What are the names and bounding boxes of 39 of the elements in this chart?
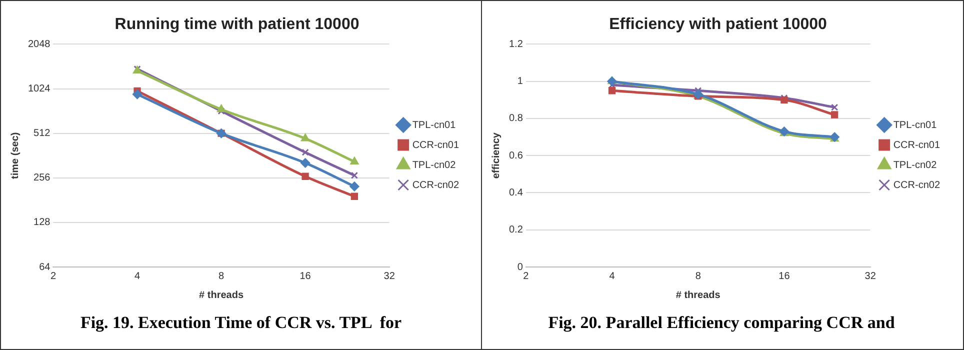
legend-label: CCR-cn01 <box>893 140 940 151</box>
legend-label: CCR-cn02 <box>412 180 460 191</box>
legend-label: TPL-cn02 <box>893 160 938 171</box>
y-tick-label: 64 <box>39 262 51 273</box>
x-tick-label: 2 <box>523 270 530 282</box>
x-tick-label: 16 <box>300 270 312 282</box>
y-tick-label: 1.2 <box>508 38 524 50</box>
y-tick-label: 0.6 <box>508 150 524 162</box>
y-axis-title: efficiency <box>490 132 502 179</box>
y-tick-label: 2048 <box>28 38 51 50</box>
chart-title: Efficiency with patient 10000 <box>609 16 828 34</box>
y-tick-label: 1 <box>517 76 524 88</box>
y-tick-label: 512 <box>34 128 51 140</box>
x-tick-label: 8 <box>218 270 224 282</box>
y-axis-title: time (sec) <box>10 132 21 179</box>
x-axis-title: # threads <box>676 290 721 301</box>
x-tick-label: 4 <box>609 270 616 282</box>
x-tick-label: 8 <box>695 270 702 282</box>
x-tick-label: 32 <box>864 270 876 282</box>
x-tick-label: 32 <box>384 270 396 282</box>
y-tick-label: 0.4 <box>508 187 524 198</box>
x-axis-title: # threads <box>199 290 244 301</box>
y-tick-label: 0.2 <box>508 224 524 236</box>
x-tick-label: 2 <box>50 270 56 282</box>
legend-label: CCR-cn01 <box>412 140 460 151</box>
caption: Fig. 20. Parallel Efficiency comparing CCR and <box>547 313 896 333</box>
y-tick-label: 0.8 <box>508 113 524 124</box>
chart-title: Running time with patient 10000 <box>114 16 360 34</box>
legend-label: TPL-cn02 <box>412 160 456 171</box>
legend-label: TPL-cn01 <box>893 120 938 131</box>
y-tick-label: 256 <box>34 172 51 184</box>
legend-label: TPL-cn01 <box>412 120 456 131</box>
y-tick-label: 0 <box>517 262 524 273</box>
caption: Fig. 19. Execution Time of CCR vs. TPL for <box>79 313 403 333</box>
x-tick-label: 4 <box>134 270 140 282</box>
y-tick-label: 1024 <box>28 84 51 95</box>
legend-label: CCR-cn02 <box>893 180 940 191</box>
x-tick-label: 16 <box>778 270 790 282</box>
y-tick-label: 128 <box>34 217 51 228</box>
